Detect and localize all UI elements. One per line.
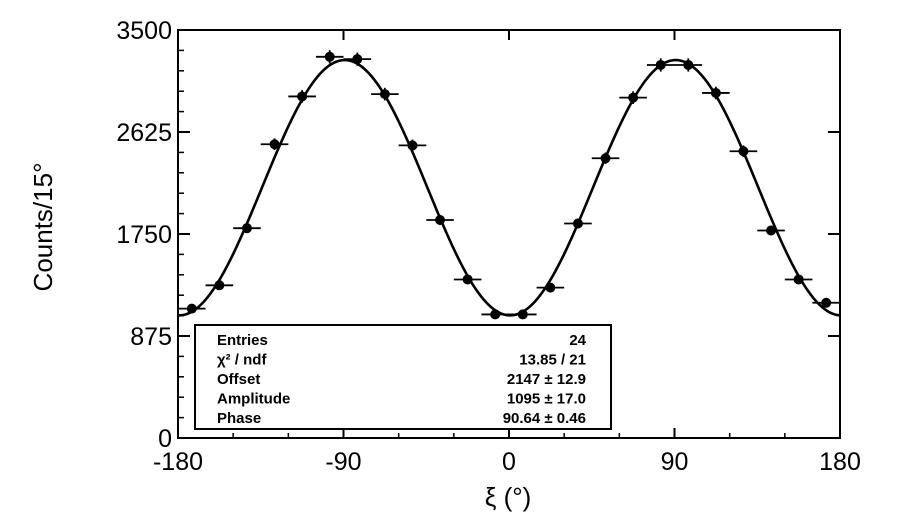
data-point (371, 87, 399, 101)
data-point (564, 218, 592, 229)
stats-label: χ² / ndf (217, 352, 267, 369)
data-marker (435, 215, 446, 226)
data-point (343, 52, 372, 66)
stats-row: Entries 24 (217, 332, 587, 349)
x-tick-label: -90 (325, 448, 361, 476)
x-tick-label: 90 (661, 448, 689, 476)
stats-value: 90.64 ± 0.46 (503, 410, 586, 427)
plot-area (177, 50, 841, 320)
data-point (288, 90, 316, 103)
data-marker (766, 225, 777, 236)
stats-value: 13.85 / 21 (519, 352, 586, 369)
stats-label: Amplitude (217, 391, 290, 408)
data-point (260, 138, 289, 151)
data-point (426, 214, 454, 226)
data-point (784, 274, 813, 285)
data-point (674, 58, 703, 72)
data-point (702, 86, 730, 100)
x-axis-label: ξ (°) (485, 482, 532, 512)
data-point (315, 50, 344, 64)
stats-rows: Entries 24 χ² / ndf 13.85 / 21 Offset 2147 ± … (217, 332, 587, 427)
data-marker (186, 303, 197, 314)
stats-value: 2147 ± 12.9 (507, 371, 586, 388)
y-tick-label: 875 (130, 323, 172, 351)
axis-ticks (177, 29, 841, 439)
data-marker (407, 140, 418, 151)
data-point (178, 303, 206, 314)
data-marker (517, 309, 528, 320)
data-point (812, 297, 840, 308)
data-point (729, 145, 758, 158)
data-marker (352, 54, 363, 65)
x-tick-label: 180 (819, 448, 861, 476)
stats-label: Offset (217, 371, 260, 388)
data-marker (297, 91, 308, 102)
x-tick-label: 0 (502, 448, 516, 476)
stats-row: Amplitude 1095 ± 17.0 (217, 391, 586, 408)
data-point (453, 274, 482, 285)
data-marker (821, 297, 832, 308)
stats-label: Entries (217, 332, 268, 349)
data-point (509, 309, 537, 320)
data-marker (545, 282, 556, 293)
y-tick-label: 1750 (116, 221, 172, 249)
y-tick-label: 0 (158, 425, 172, 453)
data-marker (572, 218, 583, 229)
data-point (591, 152, 620, 164)
data-marker (214, 280, 225, 291)
data-point (619, 91, 647, 104)
y-tick-label: 2625 (116, 119, 172, 147)
data-marker (490, 309, 501, 320)
stats-value: 24 (569, 332, 586, 349)
data-marker (793, 274, 804, 285)
data-marker (324, 51, 335, 62)
data-point (205, 280, 234, 291)
data-point (536, 282, 565, 293)
stats-box: Entries 24 χ² / ndf 13.85 / 21 Offset 2147 ± … (194, 324, 612, 430)
data-point (646, 58, 675, 72)
stats-row: Offset 2147 ± 12.9 (217, 371, 586, 388)
data-point (757, 225, 785, 236)
data-points (178, 50, 840, 320)
fit-curve (177, 58, 841, 317)
x-tick-label: -180 (153, 448, 203, 476)
data-marker (600, 153, 611, 164)
data-marker (710, 87, 721, 98)
data-marker (628, 92, 639, 103)
data-marker (379, 89, 390, 100)
data-marker (241, 223, 252, 234)
data-marker (655, 59, 666, 70)
y-axis-label: Counts/15° (28, 163, 58, 292)
data-marker (738, 146, 749, 157)
stats-value: 1095 ± 17.0 (507, 391, 586, 408)
data-point (398, 139, 427, 152)
data-point (233, 223, 261, 234)
stats-box-frame (194, 324, 612, 430)
data-marker (269, 139, 280, 150)
y-tick-label: 3500 (116, 17, 172, 45)
data-marker (462, 274, 473, 285)
stats-row: Phase 90.64 ± 0.46 (217, 410, 586, 427)
stats-label: Phase (217, 410, 261, 427)
data-point (481, 309, 509, 320)
stats-row: χ² / ndf 13.85 / 21 (217, 352, 586, 369)
data-marker (683, 59, 694, 70)
axis-tick-labels: -180 -90 0 90 180 0 875 1750 2625 3500 (116, 17, 860, 476)
